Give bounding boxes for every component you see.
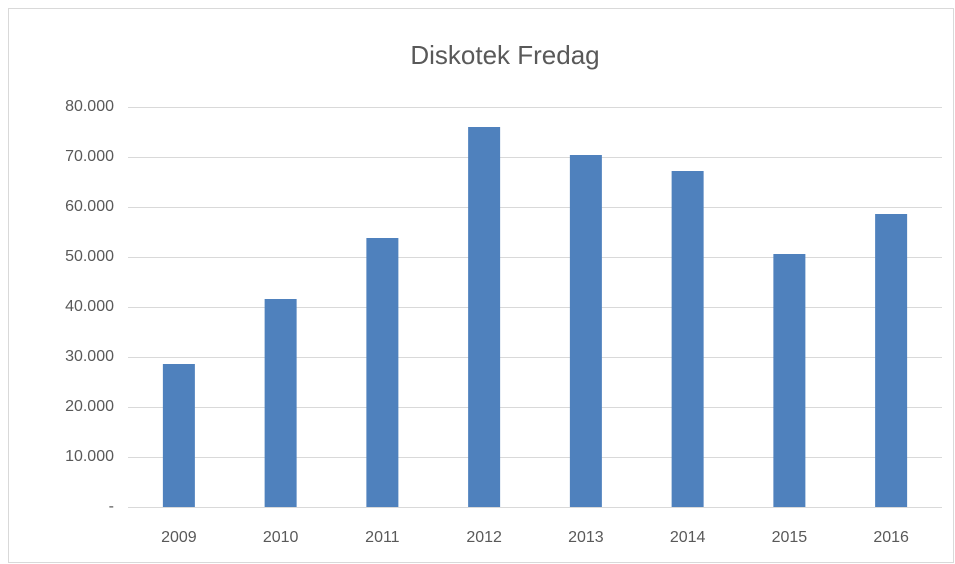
- bar: [264, 299, 297, 507]
- bar: [162, 364, 195, 507]
- y-tick-label: 50.000: [65, 248, 114, 265]
- x-tick-label: 2015: [772, 529, 808, 546]
- bar: [875, 214, 908, 507]
- y-tick-label: 30.000: [65, 348, 114, 365]
- bar: [773, 254, 806, 507]
- y-tick-label: -: [109, 498, 114, 515]
- y-tick-label: 40.000: [65, 298, 114, 315]
- x-tick-label: 2010: [263, 529, 299, 546]
- y-tick-label: 60.000: [65, 198, 114, 215]
- x-tick-label: 2013: [568, 529, 604, 546]
- chart-title: Diskotek Fredag: [410, 40, 599, 70]
- bar: [468, 127, 501, 507]
- x-tick-label: 2009: [161, 529, 197, 546]
- bar: [569, 155, 602, 507]
- x-tick-label: 2012: [466, 529, 502, 546]
- x-tick-label: 2014: [670, 529, 706, 546]
- x-tick-label: 2016: [873, 529, 909, 546]
- y-tick-label: 80.000: [65, 98, 114, 115]
- bar: [671, 171, 704, 507]
- y-tick-label: 20.000: [65, 398, 114, 415]
- y-tick-label: 70.000: [65, 148, 114, 165]
- x-tick-label: 2011: [365, 529, 400, 546]
- y-tick-label: 10.000: [65, 448, 114, 465]
- bar: [366, 238, 399, 507]
